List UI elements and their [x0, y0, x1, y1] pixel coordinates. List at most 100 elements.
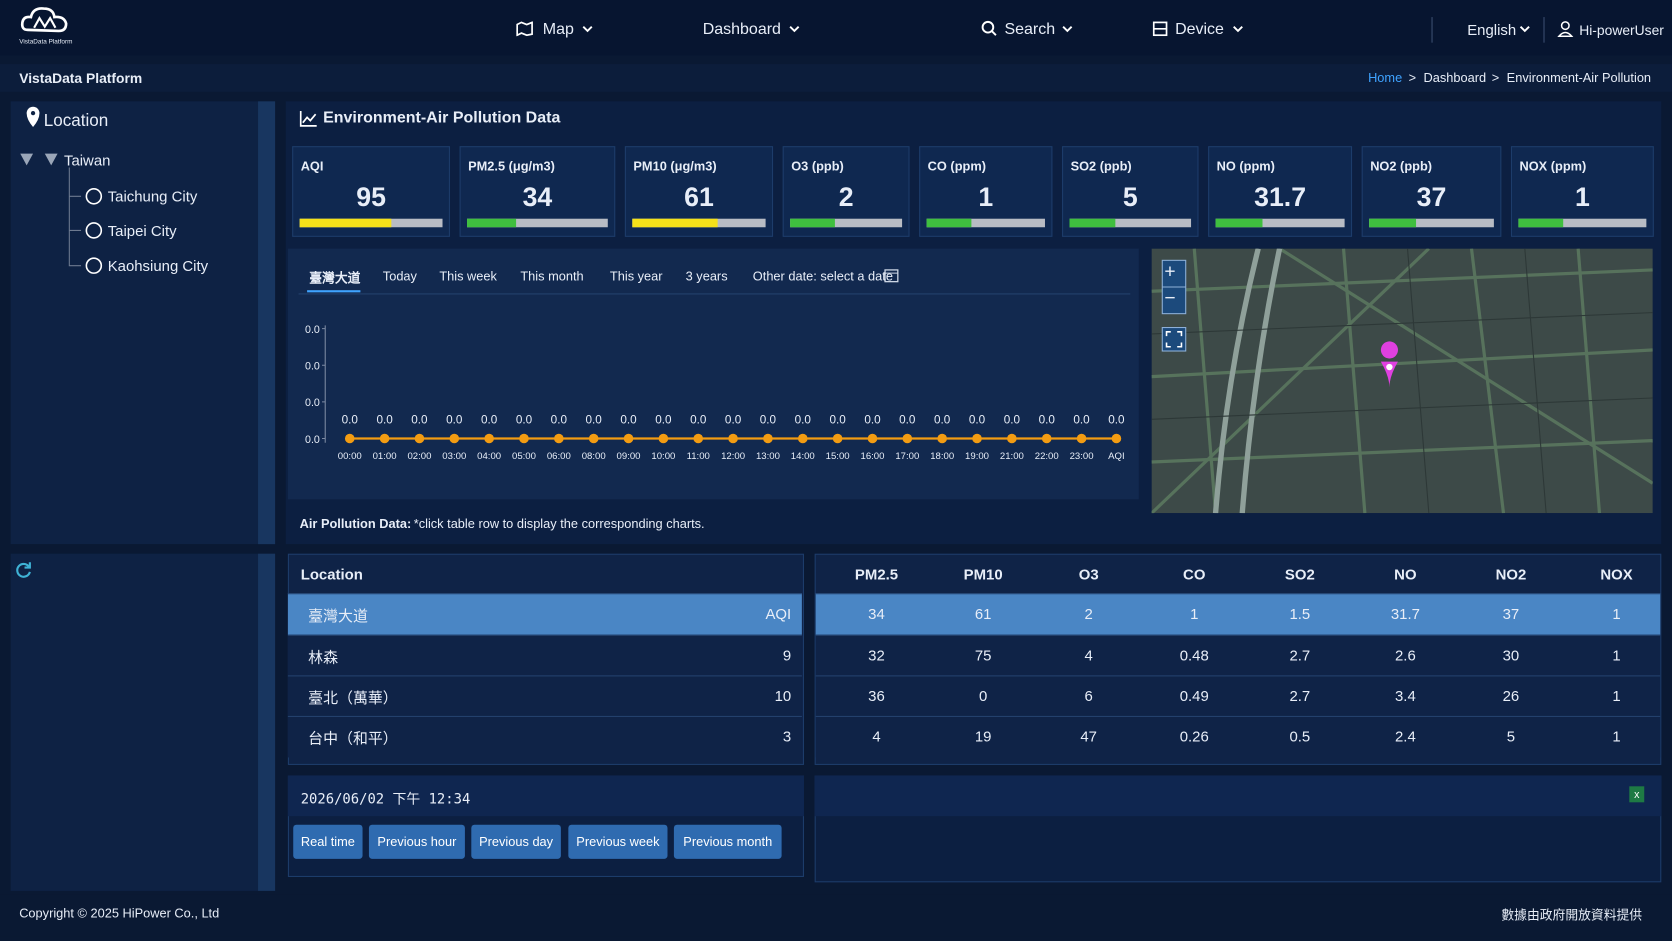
- table-row[interactable]: [815, 634, 1661, 677]
- point: [588, 433, 599, 444]
- date-tab[interactable]: Today: [382, 268, 417, 284]
- date-tab[interactable]: This week: [439, 268, 497, 284]
- value-cell: 0.26: [1179, 727, 1209, 745]
- value-cell: 26: [1502, 687, 1520, 705]
- table-row[interactable]: [287, 634, 802, 677]
- nav-item[interactable]: Search: [1004, 20, 1056, 39]
- point: [902, 433, 913, 444]
- metric-value: 34: [522, 182, 553, 213]
- value-label: 0.0: [481, 414, 498, 427]
- breadcrumb-link[interactable]: Dashboard: [1423, 70, 1487, 86]
- scrollbar: [258, 553, 276, 891]
- value-cell: 6: [1084, 687, 1093, 705]
- timestamp: 2026/06/02 下午 12:34: [300, 791, 471, 808]
- table-row[interactable]: [287, 675, 802, 717]
- zoom-out[interactable]: −: [1164, 286, 1176, 309]
- footer: [0, 894, 1672, 937]
- metric-card: SO2 (ppb) 5: [1062, 146, 1199, 237]
- breadcrumb-sep: >: [1491, 70, 1500, 86]
- table-row[interactable]: [815, 715, 1661, 758]
- value-cell: 34: [868, 604, 885, 623]
- metric-label: SO2 (ppb): [1070, 158, 1132, 174]
- metric-bar: [467, 218, 608, 228]
- time-button[interactable]: Real time: [293, 824, 363, 859]
- chevrons: [582, 17, 1574, 43]
- location-cell: 臺北（萬華）: [308, 689, 398, 707]
- user-menu[interactable]: Hi-powerUser: [1579, 22, 1664, 39]
- metric-label: PM10 (μg/m3): [633, 158, 717, 174]
- metric-bar-fill: [1518, 218, 1564, 228]
- point: [658, 433, 669, 444]
- point: [1041, 433, 1052, 444]
- excel-icon[interactable]: x: [1628, 785, 1645, 803]
- language-select[interactable]: English: [1467, 21, 1517, 39]
- nav-item[interactable]: Device: [1175, 20, 1224, 39]
- metric-bar: [1518, 218, 1647, 228]
- value-label: 0.0: [446, 414, 463, 427]
- platform-title: VistaData Platform: [19, 70, 143, 87]
- date-tab[interactable]: This month: [520, 268, 584, 284]
- point: [414, 433, 425, 444]
- x-tick-label: 06:00: [547, 451, 571, 462]
- tree-root[interactable]: Taiwan: [63, 151, 111, 169]
- metric-card: NOX (ppm) 1: [1510, 146, 1654, 237]
- tree-node[interactable]: Kaohsiung City: [107, 257, 209, 275]
- date-tab[interactable]: 臺灣大道: [309, 270, 361, 286]
- metric-card: PM2.5 (μg/m3) 34: [459, 146, 616, 237]
- value-label: 0.0: [795, 414, 812, 427]
- table-row[interactable]: [287, 715, 802, 758]
- table-row[interactable]: [287, 593, 802, 635]
- metric-bar-fill: [926, 218, 972, 228]
- y-tick-label: 0.0: [305, 434, 320, 446]
- time-button[interactable]: Previous month: [673, 824, 782, 859]
- metric-value: 1: [978, 182, 994, 213]
- metric-label: AQI: [300, 158, 324, 174]
- time-header: [287, 775, 804, 817]
- table-row[interactable]: [815, 675, 1661, 717]
- value-cell: 37: [1502, 604, 1520, 623]
- tree-node[interactable]: Taipei City: [107, 221, 177, 239]
- chart-panel: [287, 248, 1139, 500]
- x-tick-label: 18:00: [930, 451, 954, 462]
- column-header: SO2: [1284, 565, 1315, 583]
- nav-item[interactable]: Map: [542, 20, 574, 39]
- point: [972, 433, 982, 444]
- tree-node[interactable]: Taichung City: [107, 187, 198, 205]
- sub-header: [0, 64, 1672, 92]
- table-row[interactable]: [815, 593, 1661, 635]
- value-cell: 0.5: [1289, 727, 1311, 745]
- logo-icon[interactable]: [19, 4, 72, 36]
- location-cell: 臺灣大道: [308, 607, 368, 625]
- map[interactable]: [1151, 248, 1653, 514]
- value-cell: 36: [868, 687, 885, 705]
- date-tab[interactable]: This year: [609, 268, 663, 284]
- chart-icon: [299, 110, 317, 127]
- x-tick-label: 00:00: [338, 451, 362, 462]
- metric-label: NO (ppm): [1216, 158, 1275, 174]
- location-cell: 台中（和平）: [308, 729, 398, 747]
- metric-bar: [1369, 218, 1494, 228]
- date-tab[interactable]: Other date: select a date: [752, 268, 893, 284]
- time-button[interactable]: Previous day: [471, 824, 561, 859]
- breadcrumb-link[interactable]: Home: [1368, 70, 1403, 86]
- date-tab[interactable]: 3 years: [685, 268, 728, 284]
- point: [728, 433, 738, 444]
- refresh-icon[interactable]: [13, 559, 34, 580]
- lower-header: [814, 775, 1662, 817]
- time-button[interactable]: Previous week: [568, 824, 668, 859]
- copyright: Copyright © 2025 HiPower Co., Ltd: [19, 905, 220, 921]
- logo-text: VistaData Platform: [19, 39, 73, 46]
- value-cell: 4: [872, 727, 881, 745]
- calendar-icon[interactable]: [884, 268, 899, 283]
- time-button[interactable]: Previous hour: [368, 824, 465, 859]
- metric-bar-fill: [632, 218, 718, 228]
- value-label: 0.0: [1073, 414, 1090, 427]
- metric-value: 2: [838, 182, 854, 213]
- point: [693, 433, 704, 444]
- value-cell: 47: [1080, 727, 1097, 745]
- x-tick-label: 11:00: [687, 451, 710, 462]
- nav-item[interactable]: Dashboard: [702, 20, 781, 39]
- zoom-in[interactable]: +: [1164, 260, 1176, 282]
- value-label: 0.0: [969, 414, 986, 427]
- metric-label: CO (ppm): [927, 158, 986, 174]
